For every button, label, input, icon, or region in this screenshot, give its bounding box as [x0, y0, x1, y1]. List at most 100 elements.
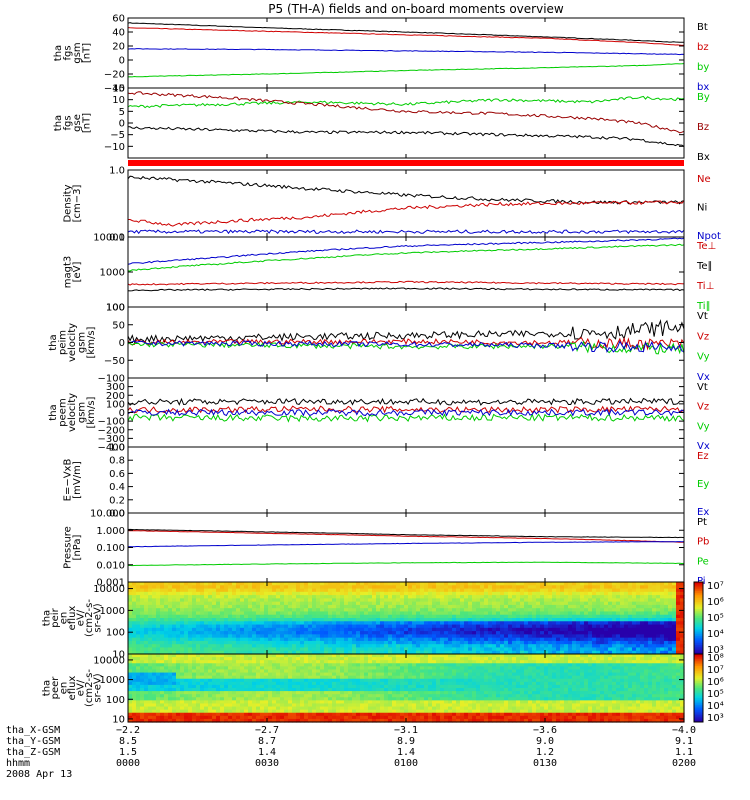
legend-label: Pb [697, 537, 709, 548]
series-line-Vt [127, 397, 685, 406]
y-tick-label: 1000 [100, 268, 125, 279]
y-axis-label: gsm [77, 332, 88, 353]
colorbar-label: 10⁵ [707, 689, 724, 700]
legend-label: By [697, 92, 710, 103]
spectrogram-cells [128, 582, 685, 655]
ephemeris-value: 1.4 [397, 747, 415, 758]
y-tick-label: 10 [112, 95, 125, 106]
panel-7: 1.0 0.8 0.6 0.4 0.2 0.0 E=−VxB[mV/m] Ez Ey Ex [62, 443, 709, 520]
y-axis-label: [nT] [81, 113, 92, 133]
legend-label: by [697, 62, 709, 73]
series-line-bz [127, 27, 685, 46]
ephemeris-value: −2.7 [255, 725, 279, 736]
y-tick-label: 0.6 [109, 469, 125, 480]
legend-label: Bz [697, 122, 709, 133]
y-axis-label: peem [58, 398, 69, 426]
colorbar-frame [693, 653, 704, 723]
y-tick-label: 0.010 [96, 560, 125, 571]
series-line-Pe [127, 561, 685, 567]
y-axis-label: en [59, 682, 70, 695]
y-tick-label: 10 [112, 650, 125, 661]
y-axis-label: eV/ [76, 679, 87, 696]
y-tick-label: 10000 [93, 655, 125, 666]
y-tick-label: 0 [119, 56, 125, 67]
y-axis-label: sr-eV) [93, 673, 104, 702]
y-axis-label: velocity [67, 393, 78, 432]
colorbar-label: 10⁸ [707, 653, 724, 664]
y-tick-label: 60 [112, 14, 125, 25]
series-line-Npot [127, 229, 685, 235]
y-axis-label: (cm2-s- [84, 599, 95, 637]
series-line-Vx [127, 340, 685, 354]
ephemeris-value: 0030 [255, 758, 279, 769]
y-axis-label: peer [50, 676, 61, 700]
y-axis-label: [nPa] [72, 534, 83, 560]
y-tick-label: 20 [112, 42, 125, 53]
ephemeris-value: 9.1 [675, 736, 693, 747]
y-tick-label: 300 [106, 382, 125, 393]
y-tick-label: 100 [106, 695, 125, 706]
y-axis-label: sr-eV) [93, 603, 104, 632]
ephemeris-value: 1.2 [536, 747, 554, 758]
y-axis-label: eflux [67, 676, 78, 701]
y-tick-label: −20 [104, 70, 125, 81]
series-line-Ti∥ [127, 243, 685, 272]
legend-label: Te⊥ [696, 241, 716, 252]
legend-label: Npot [697, 231, 721, 242]
y-tick-label: 40 [112, 28, 125, 39]
y-tick-label: 1.0 [109, 443, 125, 454]
colorbar-label: 10³ [707, 713, 724, 724]
y-axis-label: peir [50, 607, 61, 627]
series-line-Pt [127, 528, 685, 539]
figure-title: P5 (TH-A) fields and on-board moments ov… [268, 2, 564, 16]
ephemeris-value: −2.2 [116, 725, 140, 736]
series-line-By [127, 95, 685, 109]
panels-group: 6040200−20−40thafgsgsm[nT]Btbzbybx151050… [42, 14, 724, 726]
series-line-Bt [127, 22, 684, 43]
ephemeris-value: 8.5 [119, 736, 137, 747]
y-axis-label: [mV/m] [72, 461, 83, 499]
y-axis-label: [eV] [72, 262, 83, 283]
panel-4: 10000 1000 100 magt3[eV] Te⊥ Te∥ Ti⊥ Ti∥ [62, 233, 716, 314]
legend-label: Vx [697, 372, 710, 383]
y-axis-label: tha [53, 45, 64, 61]
y-tick-label: 100 [106, 399, 125, 410]
series-line-Ni [127, 175, 685, 205]
y-axis-label: tha [53, 115, 64, 131]
y-axis-label: gse [72, 114, 83, 132]
y-tick-label: 100 [106, 303, 125, 314]
colorbar-label: 10⁶ [707, 677, 724, 688]
y-axis-label: tha [48, 334, 59, 350]
legend-label: Pt [697, 517, 707, 528]
legend-label: Vt [697, 382, 708, 393]
y-axis-label: [km/s] [86, 396, 97, 428]
y-tick-label: 10 [112, 715, 125, 726]
y-tick-label: 0.100 [96, 543, 125, 554]
series-line-Pi [127, 541, 685, 548]
legend-label: bx [697, 82, 709, 93]
legend-label: Vt [697, 311, 708, 322]
y-tick-label: 10.000 [90, 509, 125, 520]
y-tick-label: −200 [98, 425, 125, 436]
date-label: 2008 Apr 13 [6, 769, 72, 780]
colorbar-label: 10⁴ [707, 629, 724, 640]
y-tick-label: 0.4 [109, 482, 125, 493]
colorbar-label: 10⁶ [707, 597, 724, 608]
y-axis-label: Density [62, 184, 73, 222]
series-line-Vy [127, 412, 685, 423]
ephemeris-row-label: hhmm [6, 758, 30, 769]
spectrogram-cells [128, 654, 685, 723]
y-tick-label: −300 [98, 434, 125, 445]
colorbar-label: 10⁷ [707, 581, 724, 592]
legend-label: Ez [697, 451, 709, 462]
series-line-Te⊥ [127, 280, 685, 286]
legend-label: Ti∥ [696, 301, 711, 312]
y-tick-label: 1.000 [96, 526, 125, 537]
y-tick-label: 0.001 [96, 578, 125, 589]
y-tick-label: 0 [119, 119, 125, 130]
y-axis-label: [cm−3] [72, 185, 83, 223]
colorbar: 10⁷ 10⁶ 10⁵ 10⁴ 10³ [693, 581, 724, 656]
legend-label: Ey [697, 479, 709, 490]
